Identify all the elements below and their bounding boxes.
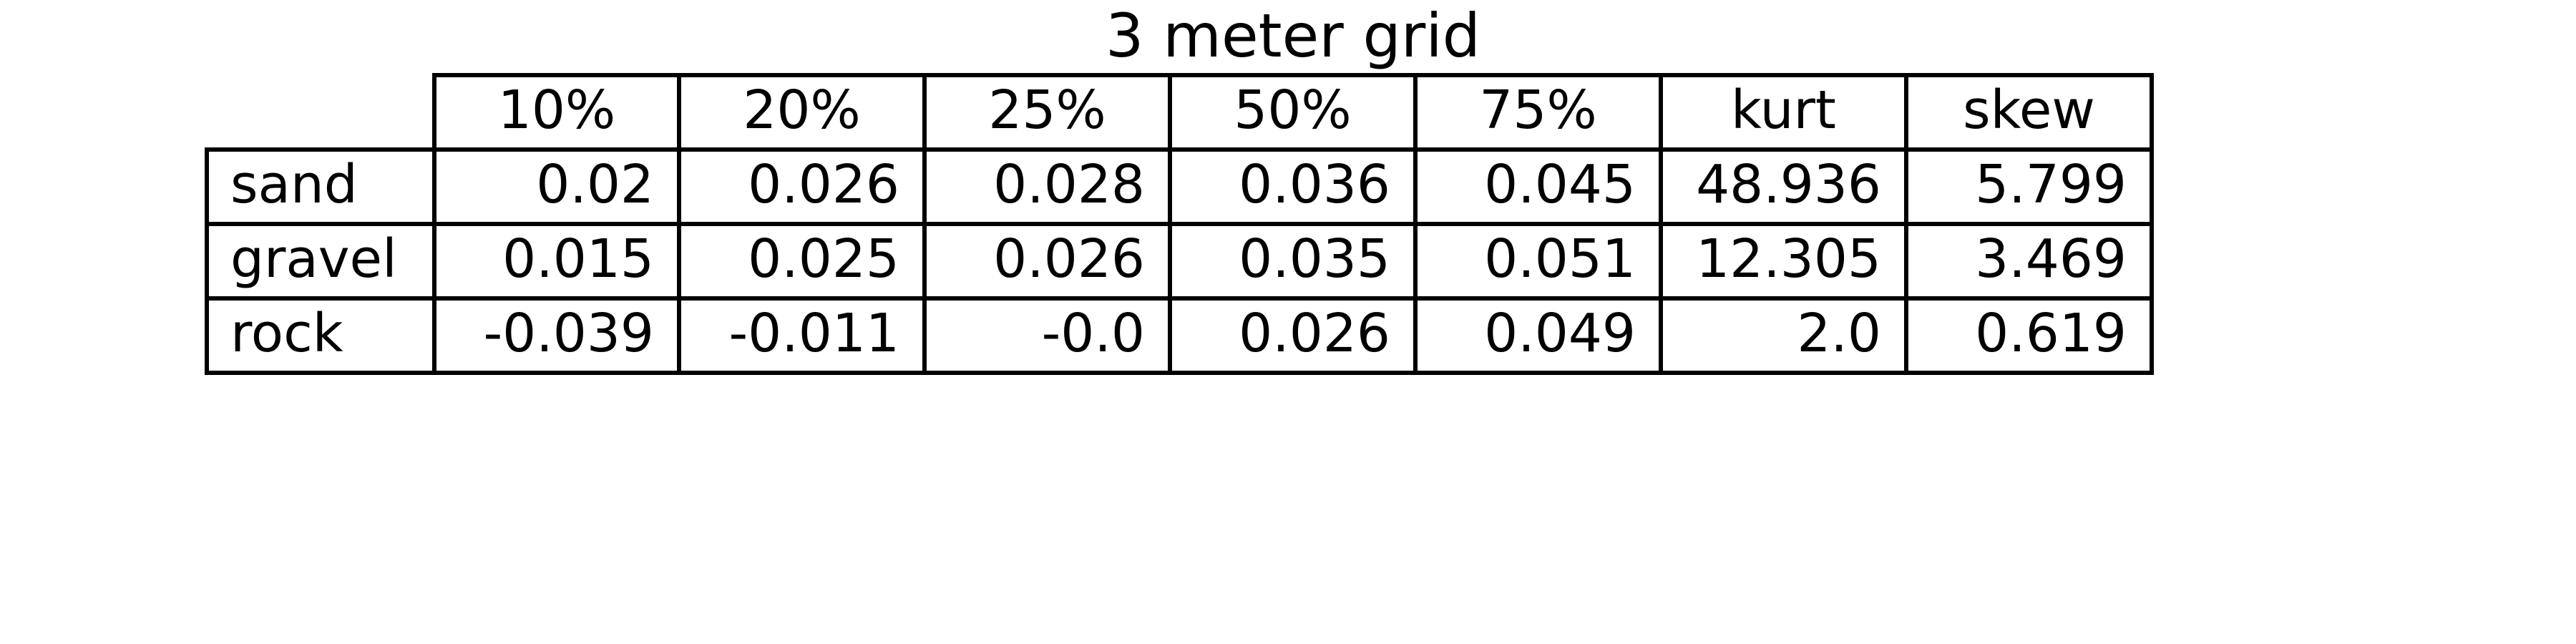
table-cell: 0.619 xyxy=(1904,296,2154,375)
column-header: 75% xyxy=(1413,73,1663,152)
column-header: skew xyxy=(1904,73,2154,152)
table-cell: 0.015 xyxy=(432,222,681,301)
table-cell: 0.026 xyxy=(677,147,927,226)
table-cell: 0.026 xyxy=(1168,296,1418,375)
table-cell: 3.469 xyxy=(1904,222,2154,301)
table-cell: 0.025 xyxy=(677,222,927,301)
table-cell: 0.035 xyxy=(1168,222,1418,301)
column-header: 50% xyxy=(1168,73,1418,152)
chart-title: 3 meter grid xyxy=(1105,1,1480,71)
row-label: rock xyxy=(205,296,436,375)
table-cell: -0.039 xyxy=(432,296,681,375)
table-cell: 0.051 xyxy=(1413,222,1663,301)
column-header: 25% xyxy=(922,73,1172,152)
table-cell: 0.045 xyxy=(1413,147,1663,226)
table-cell: -0.0 xyxy=(922,296,1172,375)
table-cell: 12.305 xyxy=(1659,222,1908,301)
column-header: 10% xyxy=(432,73,681,152)
table-cell: 0.049 xyxy=(1413,296,1663,375)
table-cell: 48.936 xyxy=(1659,147,1908,226)
table-cell: 0.036 xyxy=(1168,147,1418,226)
table-cell: 0.02 xyxy=(432,147,681,226)
row-label: sand xyxy=(205,147,436,226)
row-label: gravel xyxy=(205,222,436,301)
table-cell: 2.0 xyxy=(1659,296,1908,375)
column-header: 20% xyxy=(677,73,927,152)
table-cell: 0.028 xyxy=(922,147,1172,226)
table-cell: -0.011 xyxy=(677,296,927,375)
column-header: kurt xyxy=(1659,73,1908,152)
table-cell: 0.026 xyxy=(922,222,1172,301)
table-cell: 5.799 xyxy=(1904,147,2154,226)
